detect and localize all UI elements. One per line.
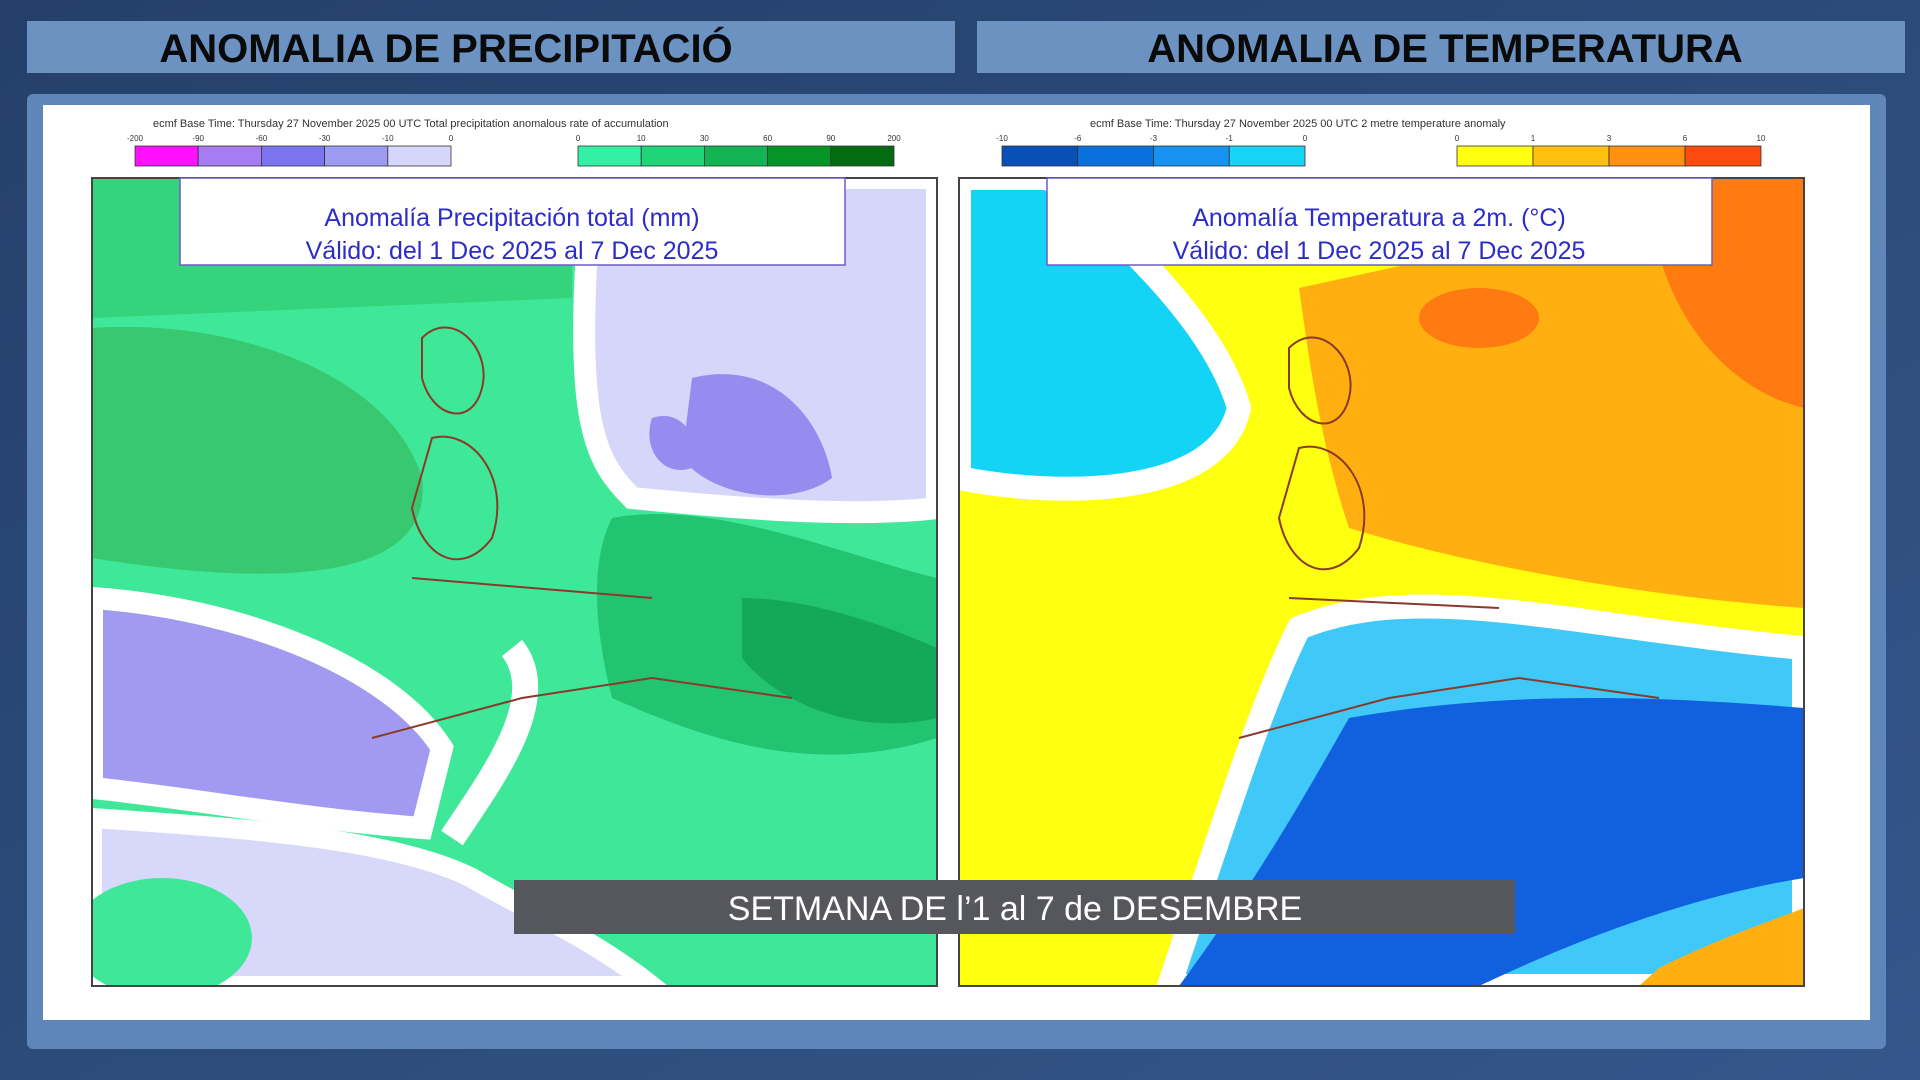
legend-label: -90 [192, 134, 204, 143]
legend-swatch [324, 145, 389, 167]
temperature-map [959, 178, 1804, 986]
legend-swatch [704, 145, 769, 167]
legend-swatch [830, 145, 895, 167]
legend-swatch [1077, 145, 1154, 167]
legend-swatch [1456, 145, 1534, 167]
legend-swatch [1228, 145, 1306, 167]
legend-swatch [1001, 145, 1079, 167]
caption: SETMANA DE l’1 al 7 de DESEMBRE [728, 890, 1302, 928]
legend-swatch [1532, 145, 1610, 167]
map-valid: Válido: del 1 Dec 2025 al 7 Dec 2025 [306, 237, 719, 265]
legend-label: 10 [637, 134, 646, 143]
map-title: Anomalía Temperatura a 2m. (°C) [1192, 204, 1566, 232]
legend-label: 0 [1455, 134, 1460, 143]
base-time: ecmf Base Time: Thursday 27 November 202… [153, 118, 669, 130]
legend-label: 0 [1303, 134, 1308, 143]
legend-label: -30 [319, 134, 331, 143]
header-title: ANOMALIA DE TEMPERATURA [1147, 27, 1743, 71]
legend-swatch [197, 145, 262, 167]
legend-label: 0 [576, 134, 581, 143]
legend-label: 10 [1757, 134, 1766, 143]
legend-label: -200 [127, 134, 144, 143]
legend-label: -1 [1226, 134, 1234, 143]
header-bar [27, 21, 955, 73]
legend-swatch [640, 145, 705, 167]
legend-label: -60 [256, 134, 268, 143]
map-title-box [179, 177, 846, 266]
legend-label: 6 [1683, 134, 1688, 143]
legend-swatch [260, 145, 325, 167]
legend-label: -10 [996, 134, 1008, 143]
legend-swatch [1684, 145, 1762, 167]
legend-label: -10 [382, 134, 394, 143]
legend-swatch [1608, 145, 1686, 167]
legend-swatch [134, 145, 199, 167]
legend-swatch [577, 145, 642, 167]
legend-label: 3 [1607, 134, 1612, 143]
legend-label: 1 [1531, 134, 1536, 143]
legend-label: -3 [1150, 134, 1158, 143]
legend-label: 0 [449, 134, 454, 143]
map-title-box [1046, 177, 1713, 266]
legend-label: 30 [700, 134, 709, 143]
legend-label: 200 [887, 134, 901, 143]
legend-swatch [767, 145, 832, 167]
legend-swatch [1153, 145, 1230, 167]
caption-bar [514, 880, 1515, 934]
header-bar [977, 21, 1905, 73]
header-title: ANOMALIA DE PRECIPITACIÓ [159, 25, 732, 71]
precipitation-map [92, 178, 937, 986]
base-time: ecmf Base Time: Thursday 27 November 202… [1090, 118, 1506, 130]
legend-swatch [387, 145, 452, 167]
legend-label: -6 [1074, 134, 1082, 143]
legend-label: 90 [826, 134, 835, 143]
map-valid: Válido: del 1 Dec 2025 al 7 Dec 2025 [1173, 237, 1586, 265]
map-title: Anomalía Precipitación total (mm) [324, 204, 699, 232]
legend-label: 60 [763, 134, 772, 143]
